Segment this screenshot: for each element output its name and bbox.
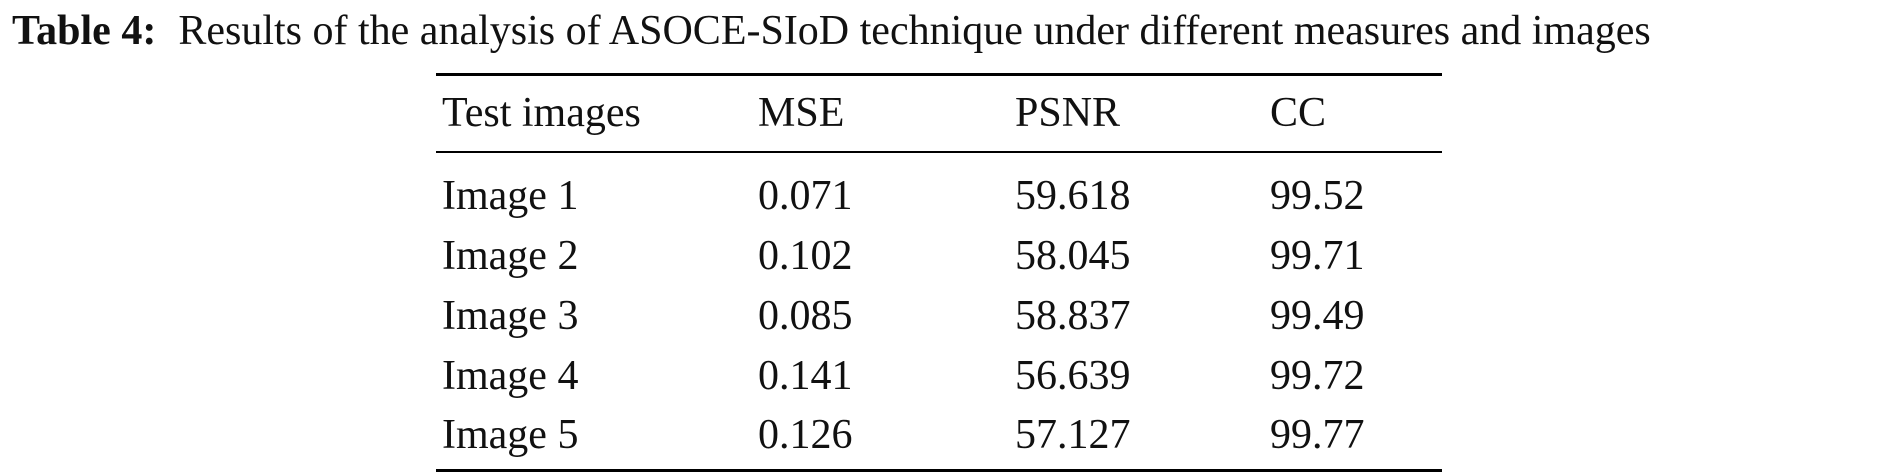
cell-test-image: Image 5 [442,412,579,458]
cell-cc: 99.71 [1270,233,1365,279]
table-bottom-rule [436,469,1442,472]
cell-mse: 0.071 [758,173,853,219]
table-caption: Table 4: Results of the analysis of ASOCE… [12,0,1651,62]
table-caption-text: Results of the analysis of ASOCE-SIoD te… [178,8,1651,54]
cell-mse: 0.085 [758,293,853,339]
table-top-rule [436,73,1442,76]
cell-mse: 0.102 [758,233,853,279]
results-table: Test images MSE PSNR CC Image 1 0.071 59… [436,73,1442,472]
cell-mse: 0.126 [758,412,853,458]
table-row: Image 5 0.126 57.127 99.77 [436,406,1442,469]
cell-test-image: Image 4 [442,353,579,399]
cell-cc: 99.49 [1270,293,1365,339]
cell-psnr: 56.639 [1015,353,1131,399]
table-row: Image 3 0.085 58.837 99.49 [436,286,1442,346]
cell-cc: 99.77 [1270,412,1365,458]
table-header-rule [436,151,1442,153]
table-header-row: Test images MSE PSNR CC [436,76,1442,151]
cell-test-image: Image 3 [442,293,579,339]
cell-test-image: Image 1 [442,173,579,219]
table-row: Image 1 0.071 59.618 99.52 [436,153,1442,226]
table-row: Image 4 0.141 56.639 99.72 [436,346,1442,406]
cell-cc: 99.72 [1270,353,1365,399]
cell-test-image: Image 2 [442,233,579,279]
column-header-psnr: PSNR [1015,90,1121,136]
column-header-mse: MSE [758,90,845,136]
table-row: Image 2 0.102 58.045 99.71 [436,226,1442,286]
cell-psnr: 58.045 [1015,233,1131,279]
column-header-cc: CC [1270,90,1327,136]
column-header-test-images: Test images [442,90,641,136]
cell-mse: 0.141 [758,353,853,399]
cell-psnr: 57.127 [1015,412,1131,458]
cell-psnr: 59.618 [1015,173,1131,219]
cell-psnr: 58.837 [1015,293,1131,339]
table-caption-label: Table 4: [12,8,157,54]
cell-cc: 99.52 [1270,173,1365,219]
